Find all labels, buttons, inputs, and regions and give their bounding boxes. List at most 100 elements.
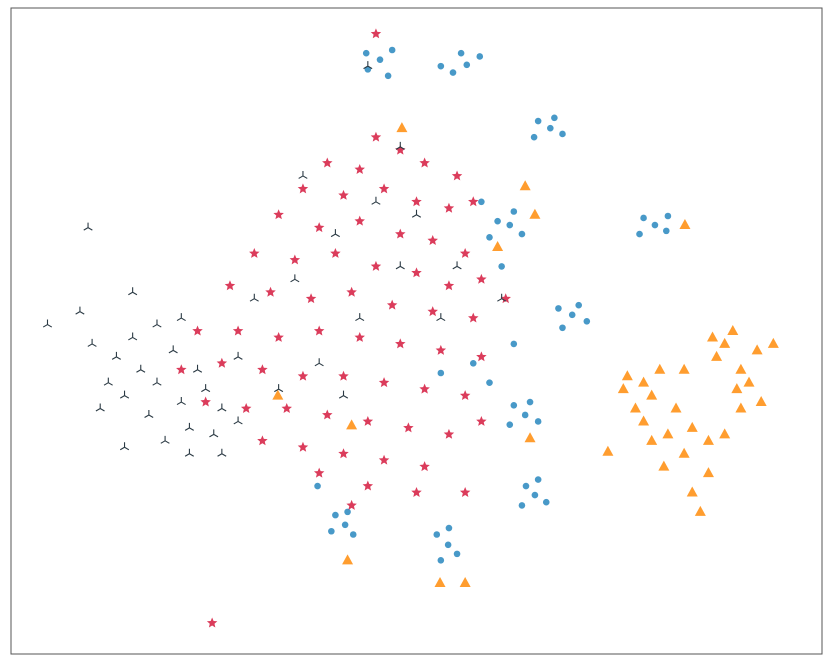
point (201, 384, 211, 393)
point (338, 189, 349, 200)
point (534, 476, 542, 483)
point (42, 319, 53, 328)
point (274, 384, 284, 393)
point (240, 403, 252, 413)
point (445, 524, 453, 532)
point (463, 61, 471, 69)
point (344, 508, 351, 516)
point (322, 157, 333, 168)
point (437, 369, 445, 377)
point (411, 487, 422, 497)
plot-frame (10, 7, 823, 655)
point (555, 305, 562, 312)
point (719, 428, 731, 439)
point (437, 557, 445, 564)
point (453, 550, 461, 558)
point (518, 230, 526, 238)
point (437, 62, 445, 70)
point (217, 403, 227, 412)
point (395, 261, 405, 270)
point (433, 531, 441, 538)
point (686, 486, 698, 497)
point (529, 208, 541, 219)
point (486, 234, 493, 241)
point (330, 229, 340, 238)
point (476, 273, 487, 284)
point (694, 505, 706, 516)
point (388, 46, 396, 54)
point (87, 338, 97, 347)
point (419, 383, 430, 394)
point (144, 409, 154, 418)
point (346, 499, 357, 510)
point (743, 376, 755, 387)
point (617, 383, 629, 394)
point (83, 222, 93, 231)
point (346, 286, 357, 297)
point (419, 157, 430, 168)
point (419, 461, 430, 472)
point (217, 448, 227, 457)
point (436, 313, 446, 322)
point (232, 325, 244, 336)
point (395, 141, 405, 150)
point (281, 403, 292, 413)
point (354, 215, 365, 226)
point (371, 196, 381, 205)
point (322, 409, 333, 420)
point (735, 402, 747, 413)
point (526, 398, 534, 406)
point (459, 390, 471, 401)
point (314, 358, 324, 367)
point (370, 131, 382, 142)
point (638, 415, 650, 426)
point (128, 332, 138, 341)
point (459, 247, 471, 258)
point (444, 541, 452, 549)
point (646, 434, 658, 445)
point (575, 301, 582, 309)
marks (42, 28, 779, 628)
point (640, 214, 647, 222)
point (559, 130, 566, 138)
point (751, 344, 763, 355)
point (638, 376, 650, 387)
point (506, 421, 514, 428)
point (568, 311, 576, 319)
point (249, 293, 259, 302)
point (272, 389, 284, 400)
point (542, 498, 550, 506)
point (224, 280, 236, 291)
point (297, 183, 309, 194)
point (249, 247, 260, 258)
point (152, 319, 162, 328)
point (355, 313, 365, 322)
point (354, 331, 365, 342)
point (468, 312, 479, 323)
point (686, 421, 698, 432)
point (209, 429, 219, 438)
point (449, 69, 457, 76)
point (476, 53, 484, 60)
point (459, 487, 471, 497)
point (313, 222, 325, 233)
point (395, 338, 406, 349)
point (176, 364, 187, 375)
point (434, 576, 446, 587)
point (510, 208, 518, 215)
point (341, 521, 349, 529)
point (386, 299, 398, 310)
point (384, 72, 392, 80)
point (678, 447, 690, 458)
point (152, 377, 162, 386)
point (506, 221, 514, 229)
point (297, 441, 309, 452)
point (298, 170, 308, 179)
point (662, 227, 670, 235)
point (735, 363, 747, 374)
point (559, 324, 566, 332)
point (443, 280, 455, 291)
point (702, 434, 714, 445)
